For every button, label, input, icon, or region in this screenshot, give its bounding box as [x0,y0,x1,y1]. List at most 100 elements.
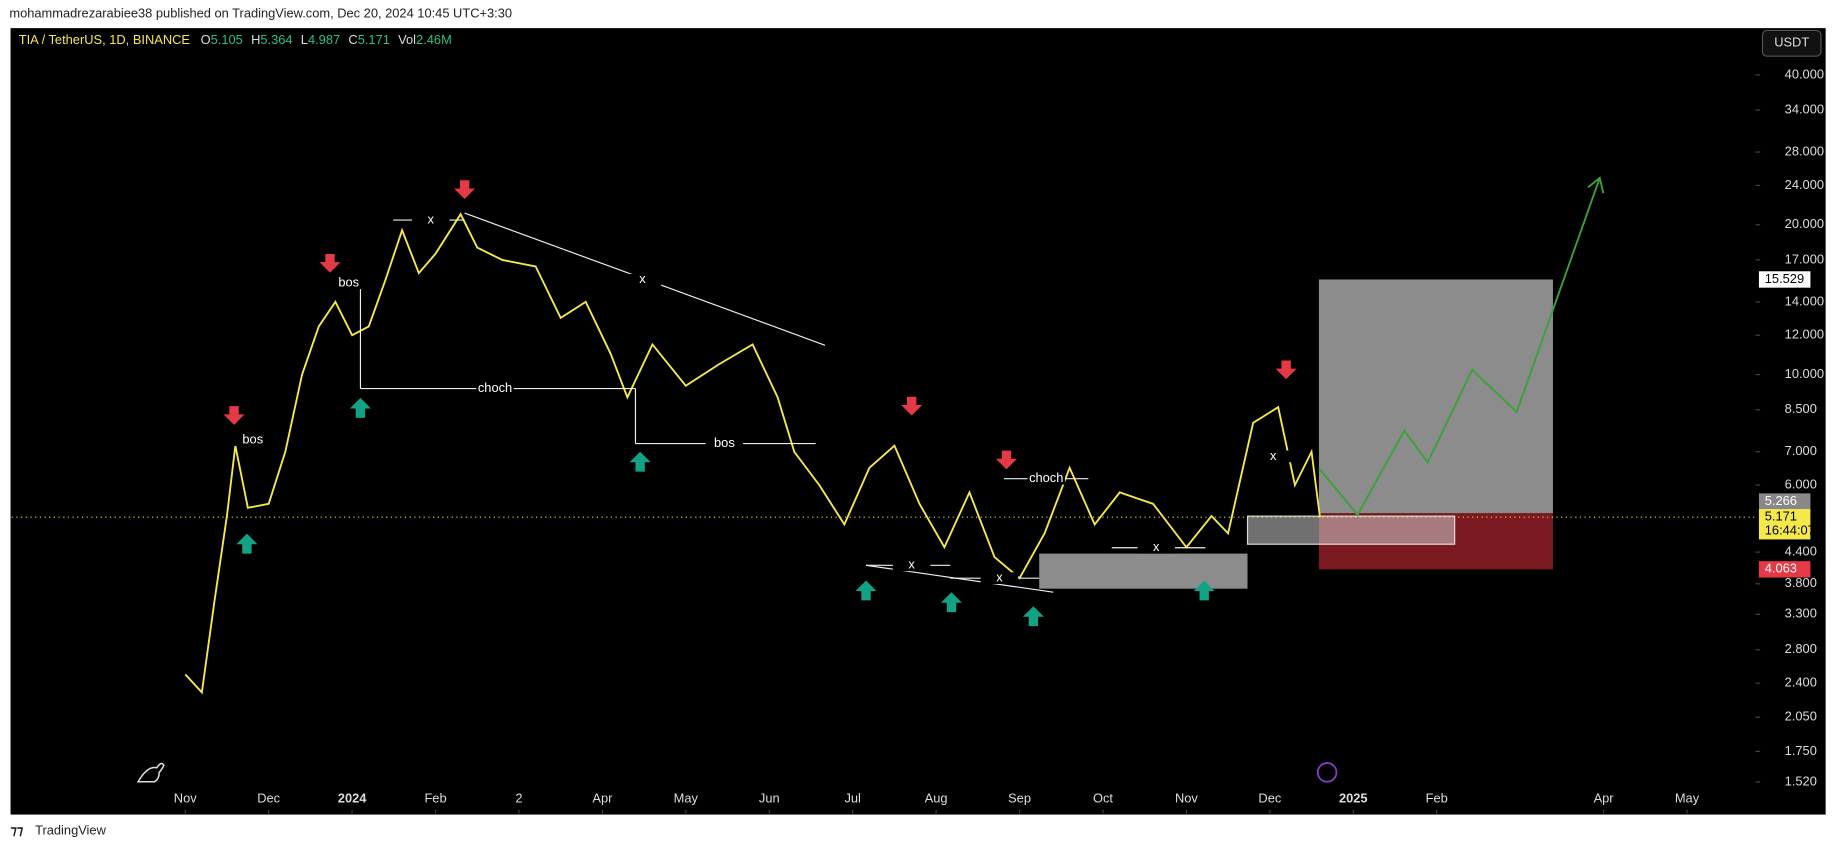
event-icon [1316,762,1338,783]
x-tick-label: Oct [1093,791,1113,806]
buy-arrow [629,451,651,472]
annotation: x [639,271,646,286]
annotation-bg [1137,541,1175,554]
x-tick-label: Feb [1426,791,1448,806]
currency-label: USDT [1774,35,1809,50]
buy-arrow [1193,580,1215,601]
annotation-bg [411,214,450,226]
annotation: choch [1029,470,1063,485]
l-value: 4.987 [308,32,340,47]
y-tick-label: 20.000 [1785,216,1824,231]
annotation-bg [1027,472,1065,485]
annotation: x [996,570,1003,585]
y-tick-label: 1.520 [1785,773,1817,788]
y-tick-label: 40.000 [1785,66,1824,81]
annotation-bg [1254,450,1292,463]
currency-button[interactable] [1761,29,1822,57]
y-tick-label: 4.400 [1785,544,1817,559]
publish-header: mohammadrezarabiee38 published on Tradin… [9,5,512,20]
sell-arrow [223,406,245,425]
x-tick-label: Dec [1258,791,1281,806]
y-tick-label: 10.000 [1785,366,1824,381]
last-label: 5.171 [1765,509,1797,524]
annotation-bg [330,277,368,290]
o-value: 5.105 [211,32,243,47]
x-tick-label: Nov [174,791,197,806]
symbol: TIA / TetherUS, 1D, BINANCE [19,32,191,47]
annotation: bos [714,435,735,450]
countdown: 16:44:07 [1765,523,1815,538]
c-label: C [348,32,357,47]
last-label-bg [1758,509,1811,540]
x-tick-label: May [674,791,699,806]
y-tick-label: 24.000 [1785,177,1824,192]
plot: 40.000 34.000 28.000 24.000 20.000 17.000 14.0… [11,66,1824,814]
x-tick-label: 2024 [338,791,367,806]
y-tick-label: 6.000 [1785,476,1817,491]
footer-brand: TradingView [35,822,106,837]
y-tick-label: 34.000 [1785,101,1824,116]
chart-pane [10,28,1826,815]
symbol-legend: TIA / TetherUS, 1D, BINANCE O5.105 H5.36… [19,32,452,47]
x-tick-label: Aug [925,791,948,806]
x-tick-label: Dec [257,791,280,806]
annotation-bg [476,382,514,395]
y-tick-label: 2.050 [1785,709,1817,724]
annotation: bos [338,275,359,290]
x-tick-label: 2025 [1339,791,1368,806]
x-tick-label: Feb [424,791,446,806]
annotation: x [427,211,434,226]
sell-arrow [319,253,341,273]
x-tick-label: Apr [592,791,613,806]
target-label-bg [1758,271,1811,288]
h-label: H [251,32,260,47]
annotation: x [1270,448,1277,463]
sell-arrow [995,450,1017,470]
entry-label-bg [1758,493,1811,510]
projection [1318,177,1601,517]
y-tick-label: 2.400 [1785,675,1817,690]
buy-arrow [940,592,962,613]
buy-arrow [236,533,258,554]
x-tick-label: Jun [759,791,780,806]
x-tick-label: Jul [844,791,860,806]
annotation: bos [242,431,263,446]
x-tick-label: Apr [1594,791,1615,806]
target-label: 15.529 [1765,271,1804,286]
stop-label-bg [1758,561,1811,578]
annotation: x [1153,539,1160,554]
x-tick-label: Sep [1008,791,1031,806]
y-tick-label: 12.000 [1785,327,1824,342]
annotation-bg [623,273,662,286]
c-value: 5.171 [358,32,390,47]
demand-zone [1039,553,1248,589]
tv-logo: ⁊⁊ [11,822,24,837]
sell-arrow [901,396,923,416]
x-tick-label: 2 [515,791,522,806]
projection-head [1587,176,1605,194]
y-tick-label: 3.300 [1785,606,1817,621]
y-tick-label: 2.800 [1785,641,1817,656]
price-line [184,212,1321,695]
x-tick-label: Nov [1175,791,1198,806]
y-tick-label: 1.750 [1785,743,1817,758]
annotation-bg [705,437,744,450]
buy-arrow [855,580,877,601]
sell-arrow [1275,360,1297,380]
annotation-bg [980,572,1019,585]
sell-arrow [454,180,476,199]
stop-label: 4.063 [1765,561,1797,576]
vol-label: Vol [398,32,416,47]
y-tick-label: 17.000 [1785,251,1824,266]
annotation-bg [892,559,931,572]
y-tick-label: 28.000 [1785,143,1824,158]
buy-arrow [349,397,371,418]
y-tick-label: 14.000 [1785,293,1824,308]
annotation-bg [234,434,272,446]
dino-icon [136,762,165,783]
target-zone [1318,279,1553,514]
y-tick-label: 3.800 [1785,575,1817,590]
buy-arrow [1022,606,1044,627]
retest-zone [1246,515,1456,545]
